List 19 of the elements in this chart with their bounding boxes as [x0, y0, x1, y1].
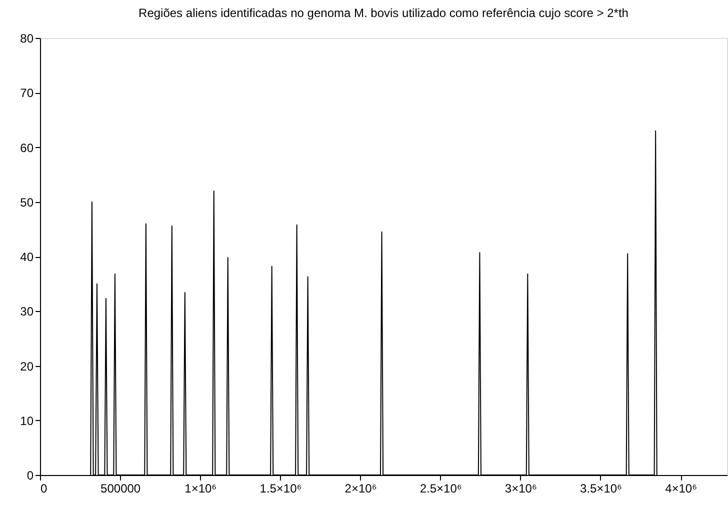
x-tick-label: 1×10⁶	[184, 482, 217, 496]
y-tick-label: 10	[20, 414, 34, 428]
y-tick-label: 70	[20, 86, 34, 100]
y-tick-label: 0	[26, 468, 34, 482]
y-tick-label: 40	[20, 250, 34, 264]
y-tick-label: 80	[20, 32, 34, 46]
y-tick-label: 50	[20, 195, 34, 210]
x-tick-label: 3.5×10⁶	[580, 482, 622, 496]
y-tick-label: 30	[20, 304, 34, 319]
x-tick-label: 2.5×10⁶	[420, 482, 462, 496]
chart-title: Regiões aliens identificadas no genoma M. bovis utilizado como referência cujo score > 2*th	[138, 6, 628, 20]
x-tick-label: 0	[40, 482, 48, 496]
y-tick-label: 20	[20, 359, 34, 374]
x-tick-label: 2×10⁶	[344, 482, 377, 496]
x-tick-label: 1.5×10⁶	[260, 482, 302, 496]
x-tick-label: 500000	[100, 482, 141, 496]
x-tick-label: 4×10⁶	[665, 482, 698, 496]
y-tick-label: 60	[20, 140, 34, 155]
x-tick-label: 3×10⁶	[504, 482, 537, 496]
